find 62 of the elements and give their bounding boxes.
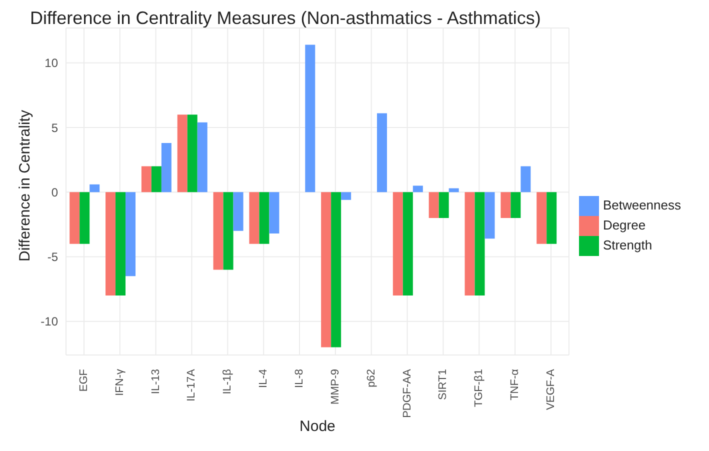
legend-label: Strength <box>602 236 652 252</box>
bar <box>141 166 152 192</box>
bar <box>510 192 521 218</box>
bar <box>392 192 403 296</box>
x-tick-label: MMP-9 <box>329 369 342 404</box>
bar <box>321 192 332 348</box>
bar <box>536 192 547 244</box>
bar <box>151 166 162 192</box>
x-tick-label: IL-13 <box>150 369 162 394</box>
bar <box>305 44 316 192</box>
bar <box>90 184 100 192</box>
x-tick-label: TNF-α <box>509 368 522 400</box>
bar <box>402 192 413 296</box>
bar <box>70 192 80 244</box>
x-tick-label: TGF-β1 <box>473 369 486 408</box>
bar <box>259 192 270 244</box>
y-axis-title: Difference in Centrality <box>16 110 34 262</box>
bar <box>126 192 136 276</box>
bar <box>223 192 234 270</box>
legend-label: Degree <box>602 216 646 232</box>
legend-label: Betweenness <box>602 196 681 212</box>
y-tick-label: 0 <box>51 185 58 200</box>
bar <box>177 114 188 192</box>
bar <box>500 192 511 218</box>
bar <box>331 192 342 348</box>
chart-title: Difference in Centrality Measures (Non-asthmatics - Asthmatics) <box>30 8 541 29</box>
x-tick-label: PDGF-AA <box>401 368 414 418</box>
bar <box>546 192 557 244</box>
bar <box>197 122 208 192</box>
bar <box>412 186 423 192</box>
x-tick-label: IFN-γ <box>114 368 126 396</box>
x-tick-label: SIRT1 <box>437 369 450 400</box>
bar <box>233 192 244 231</box>
bar <box>106 192 116 296</box>
x-tick-label: IL-4 <box>258 369 270 388</box>
bar <box>484 192 495 239</box>
bar <box>474 192 485 296</box>
bar <box>80 192 90 244</box>
bar <box>269 192 280 234</box>
bar <box>341 192 352 200</box>
x-tick-label: EGF <box>78 368 90 392</box>
x-tick-label: IL-8 <box>294 369 306 388</box>
bar <box>448 188 459 192</box>
bar <box>438 192 449 218</box>
bar <box>520 166 531 192</box>
bar <box>249 192 260 244</box>
y-tick-label: -10 <box>40 314 58 329</box>
bar <box>428 192 439 218</box>
bar <box>161 143 172 192</box>
bar <box>187 114 198 192</box>
x-axis-title: Node <box>300 418 336 435</box>
bar <box>376 113 387 192</box>
bar <box>116 192 126 296</box>
bar <box>464 192 475 296</box>
y-tick-label: 10 <box>44 56 58 70</box>
x-tick-label: IL-1β <box>222 369 234 394</box>
x-tick-label: p62 <box>365 369 378 388</box>
y-tick-label: -5 <box>47 250 58 264</box>
bar <box>213 192 224 270</box>
y-tick-label: 5 <box>51 120 58 135</box>
x-tick-label: IL-17A <box>186 368 198 402</box>
x-tick-label: VEGF-A <box>544 368 557 410</box>
